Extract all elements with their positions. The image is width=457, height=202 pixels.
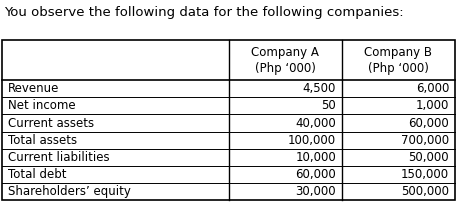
- Text: Company A
(Php ‘000): Company A (Php ‘000): [251, 46, 319, 75]
- Text: 500,000: 500,000: [401, 185, 449, 198]
- Text: 150,000: 150,000: [401, 168, 449, 181]
- Text: Revenue: Revenue: [8, 82, 59, 95]
- Text: Total assets: Total assets: [8, 134, 77, 147]
- Text: 1,000: 1,000: [416, 99, 449, 113]
- Text: Current liabilities: Current liabilities: [8, 151, 109, 164]
- Bar: [2, 40, 455, 200]
- Text: 30,000: 30,000: [296, 185, 336, 198]
- Text: 60,000: 60,000: [409, 117, 449, 129]
- Text: Current assets: Current assets: [8, 117, 94, 129]
- Text: 6,000: 6,000: [416, 82, 449, 95]
- Text: Shareholders’ equity: Shareholders’ equity: [8, 185, 131, 198]
- Text: Net income: Net income: [8, 99, 75, 113]
- Text: 40,000: 40,000: [295, 117, 336, 129]
- Text: 50: 50: [321, 99, 336, 113]
- Text: You observe the following data for the following companies:: You observe the following data for the f…: [4, 6, 403, 19]
- Text: Company B
(Php ‘000): Company B (Php ‘000): [364, 46, 432, 75]
- Text: Total debt: Total debt: [8, 168, 66, 181]
- Text: 4,500: 4,500: [303, 82, 336, 95]
- Text: 100,000: 100,000: [288, 134, 336, 147]
- Text: 10,000: 10,000: [295, 151, 336, 164]
- Text: 50,000: 50,000: [409, 151, 449, 164]
- Text: 700,000: 700,000: [401, 134, 449, 147]
- Text: 60,000: 60,000: [295, 168, 336, 181]
